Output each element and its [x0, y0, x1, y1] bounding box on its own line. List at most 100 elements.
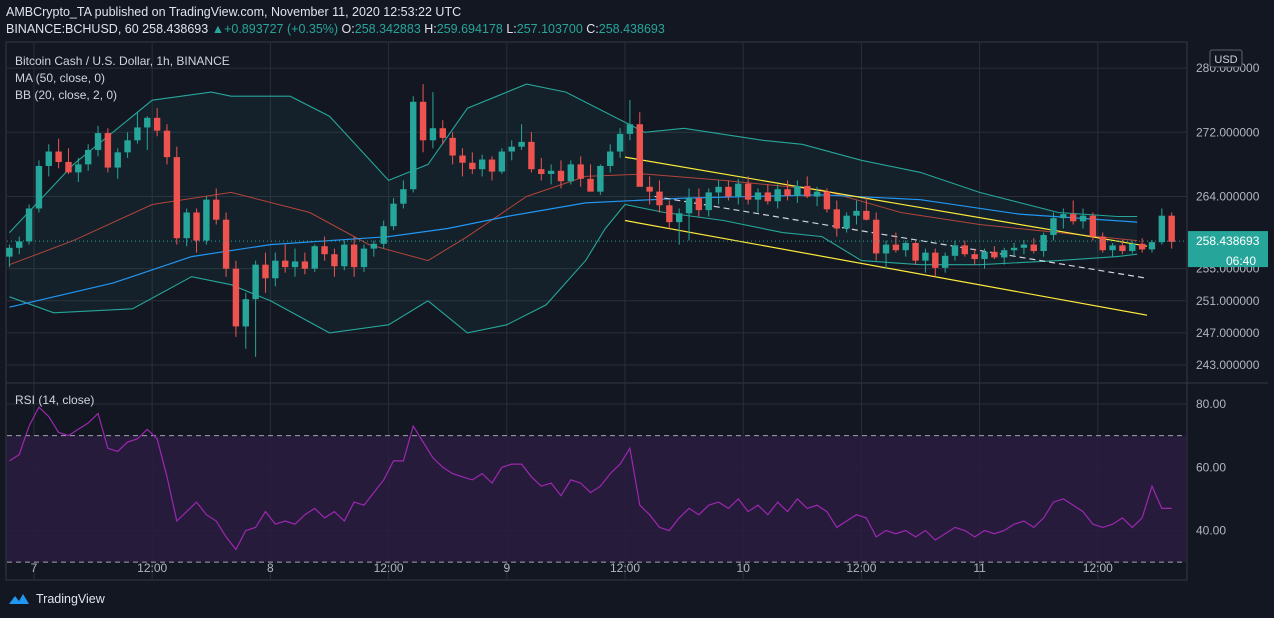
bb-upper-line	[8, 83, 1138, 233]
ma50-line	[9, 194, 1138, 308]
candle-body	[902, 242, 909, 251]
last-price-badge: 258.438693 06:40	[1188, 231, 1268, 268]
candle-body	[1119, 245, 1126, 252]
rsi-band-fill	[7, 435, 1186, 563]
candle-body	[744, 183, 752, 200]
time-tick-label: 10	[737, 561, 751, 575]
candle-body	[144, 117, 151, 128]
bb-lower-line	[9, 203, 1138, 334]
candle-body	[666, 205, 673, 223]
candle-body	[616, 133, 624, 152]
last-price: 258.438693	[142, 22, 209, 36]
candle-body	[646, 186, 653, 192]
candle-body	[774, 189, 781, 202]
time-tick-label: 9	[503, 561, 510, 575]
candle-body	[291, 261, 299, 268]
candle-body	[55, 151, 62, 162]
candle-body	[173, 157, 181, 239]
time-tick-label: 12:00	[374, 561, 404, 575]
channel-mid-line	[654, 195, 1148, 279]
legend-ma: MA (50, close, 0)	[15, 71, 105, 85]
candle-body	[419, 101, 427, 141]
rsi-line	[9, 406, 1172, 551]
candle-body	[1129, 243, 1136, 252]
candle-body	[922, 252, 929, 261]
candle-body	[1099, 236, 1106, 251]
candle-body	[971, 254, 978, 260]
candle-body	[695, 198, 703, 211]
candle-body	[547, 170, 555, 174]
candle-body	[1109, 245, 1116, 251]
high-label: H:	[424, 22, 437, 36]
countdown: 06:40	[1226, 254, 1256, 268]
open-value: 258.342883	[354, 22, 421, 36]
candle-body	[882, 244, 890, 254]
candle-body	[35, 165, 43, 209]
candle-body	[577, 164, 584, 179]
time-tick-label: 12:00	[137, 561, 167, 575]
candle-body	[705, 192, 712, 211]
bb-fill	[9, 84, 1138, 333]
candle-body	[321, 246, 328, 255]
up-arrow-icon: ▲	[211, 22, 225, 36]
candle-body	[823, 191, 831, 210]
candle-body	[784, 189, 791, 196]
candle-body	[45, 151, 52, 166]
moving-average	[9, 194, 1138, 308]
tradingview-logo[interactable]: TradingView	[8, 592, 105, 606]
candle-body	[941, 255, 949, 268]
brand-name: TradingView	[36, 592, 105, 606]
time-tick-label: 12:00	[610, 561, 640, 575]
low-label: L:	[506, 22, 517, 36]
candle-body	[804, 186, 811, 197]
candle-body	[84, 149, 92, 165]
bb-basis-line	[9, 173, 1138, 266]
candle-body	[469, 162, 476, 170]
candle-body	[183, 212, 190, 239]
currency-badge[interactable]	[1209, 49, 1243, 68]
candle-body	[1168, 215, 1175, 242]
candle-body	[410, 101, 417, 190]
high-value: 259.694178	[436, 22, 503, 36]
candle-body	[301, 261, 309, 269]
candle-body	[636, 124, 643, 187]
candle-body	[725, 186, 732, 197]
candle-body	[449, 137, 456, 156]
candle-body	[350, 244, 358, 268]
candle-body	[331, 254, 338, 267]
price-tick-label: 272.000000	[1196, 125, 1260, 139]
last-price-value: 258.438693	[1196, 234, 1260, 248]
candle-body	[94, 133, 102, 150]
price-tick-label: 264.000000	[1196, 189, 1260, 203]
rsi-band	[7, 435, 1186, 563]
candle-body	[557, 170, 565, 182]
candle-body	[213, 199, 220, 220]
candle-body	[488, 159, 496, 172]
candle-body	[1069, 214, 1077, 222]
candle-body	[961, 245, 969, 255]
candle-body	[991, 251, 998, 258]
candle-body	[853, 210, 860, 216]
candle-body	[65, 161, 72, 173]
candle-body	[439, 128, 446, 138]
candle-body	[843, 215, 850, 229]
price-change: +0.893727 (+0.35%)	[224, 22, 339, 36]
candle-body	[1040, 234, 1047, 252]
candle-body	[252, 264, 259, 300]
candle-body	[1060, 214, 1067, 219]
time-tick-label: 12:00	[846, 561, 876, 575]
legend-title: Bitcoin Cash / U.S. Dollar, 1h, BINANCE	[15, 54, 230, 68]
candle-body	[203, 199, 210, 241]
candle-body	[341, 244, 348, 267]
legend-bb: BB (20, close, 2, 0)	[15, 88, 117, 102]
publisher-line: AMBCrypto_TA published on TradingView.co…	[6, 5, 462, 19]
candle-body	[518, 141, 525, 147]
candle-body	[222, 219, 230, 269]
candle-body	[754, 192, 762, 200]
axes: 280.000000272.000000264.000000255.000000…	[31, 61, 1260, 575]
close-value: 258.438693	[598, 22, 665, 36]
candle-body	[508, 146, 515, 152]
candle-body	[538, 169, 545, 174]
rsi-tick-label: 60.00	[1196, 460, 1226, 474]
